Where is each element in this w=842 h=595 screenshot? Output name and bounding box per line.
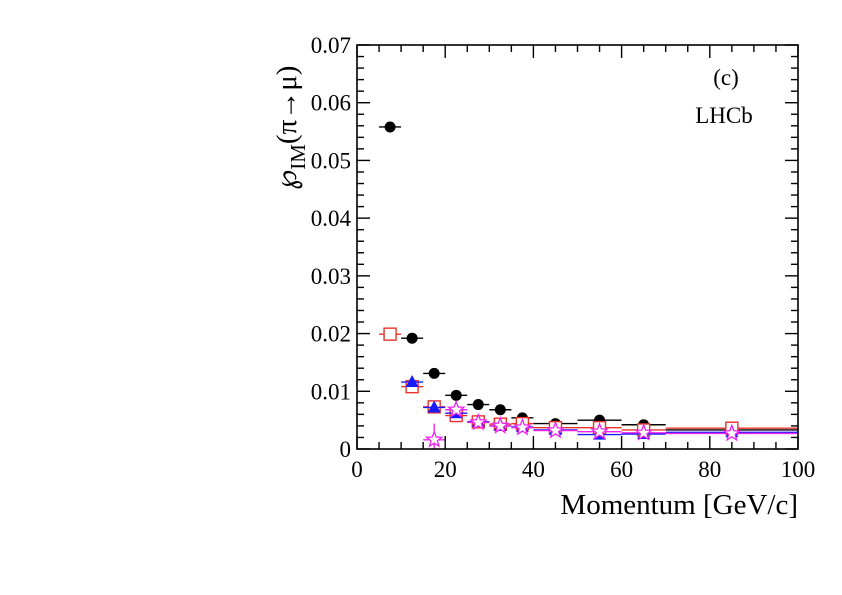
marker-circle <box>472 399 484 411</box>
series-filled-circle <box>379 121 798 436</box>
y-axis-title: ℘IM(π→μ) <box>271 66 310 190</box>
marker-star <box>490 416 510 434</box>
y-tick-label: 0.04 <box>311 206 352 231</box>
data-point <box>533 420 578 439</box>
x-tick-label: 20 <box>434 457 457 482</box>
marker-star <box>590 421 609 440</box>
marker-circle <box>384 121 396 133</box>
marker-star <box>513 417 532 436</box>
x-tick-label: 0 <box>351 457 363 482</box>
data-point <box>621 422 666 441</box>
data-point <box>401 375 424 388</box>
x-tick-label: 100 <box>781 457 816 482</box>
x-tick-label: 60 <box>610 457 633 482</box>
marker-star <box>546 420 565 439</box>
data-point <box>511 417 534 436</box>
data-point <box>489 416 512 434</box>
marker-circle <box>494 404 506 416</box>
chart-marks <box>379 121 798 449</box>
marker-circle <box>450 389 462 401</box>
data-point <box>665 423 798 442</box>
marker-star <box>468 412 488 431</box>
marker-circle <box>428 367 440 379</box>
y-tick-label: 0.07 <box>311 33 351 58</box>
axis-ticks: 0 20 40 60 80 100 0 0.01 0.02 0.03 0.04 0.05 0.06 0.0… <box>311 33 816 482</box>
x-tick-label: 80 <box>698 457 721 482</box>
data-point <box>423 400 446 413</box>
data-point <box>467 399 490 411</box>
marker-star <box>634 422 654 441</box>
y-tick-label: 0.02 <box>311 322 351 347</box>
data-point <box>423 367 446 379</box>
data-point <box>577 421 622 440</box>
x-tick-label: 40 <box>522 457 545 482</box>
marker-triangle <box>427 400 441 413</box>
data-point <box>401 332 424 344</box>
y-tick-label: 0.01 <box>311 379 351 404</box>
marker-circle <box>406 332 418 344</box>
y-tick-label: 0.06 <box>311 91 351 116</box>
data-point <box>379 327 402 341</box>
data-point <box>379 121 402 133</box>
data-point <box>489 404 512 416</box>
marker-star <box>446 399 466 418</box>
y-tick-label: 0 <box>340 437 352 462</box>
series-open-star <box>423 399 798 449</box>
data-point <box>467 412 490 431</box>
marker-triangle <box>405 375 419 388</box>
y-tick-label: 0.03 <box>311 264 351 289</box>
y-tick-label: 0.05 <box>311 148 351 173</box>
x-axis-title: Momentum [GeV/c] <box>560 489 798 521</box>
marker-star <box>722 423 742 442</box>
marker-square <box>383 327 397 341</box>
marker-star <box>424 429 444 448</box>
data-point <box>445 399 468 418</box>
data-point <box>445 389 468 401</box>
data-point <box>423 423 446 449</box>
y-axis-title-reaction: (π→μ) <box>271 66 303 145</box>
annotation-c: (c) <box>713 65 739 90</box>
annotation-lhcb: LHCb <box>695 103 753 128</box>
y-axis-title-symbol: ℘ <box>271 170 303 190</box>
y-axis-title-subscript: IM <box>286 144 310 170</box>
